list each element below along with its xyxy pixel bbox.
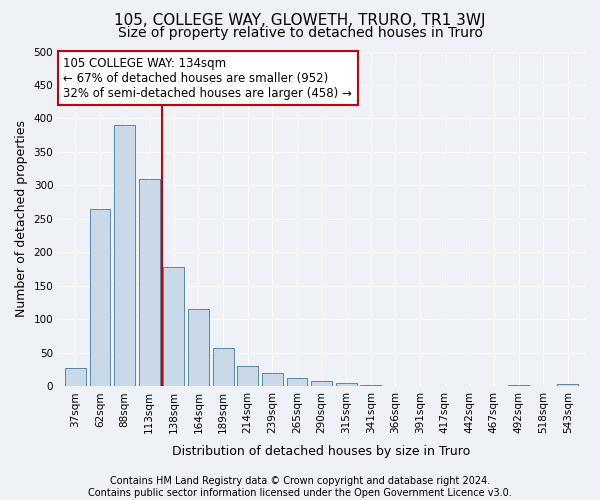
Text: Size of property relative to detached houses in Truro: Size of property relative to detached ho…: [118, 26, 482, 40]
Bar: [237, 366, 258, 386]
Bar: [311, 381, 332, 386]
X-axis label: Distribution of detached houses by size in Truro: Distribution of detached houses by size …: [172, 444, 471, 458]
Bar: [65, 368, 86, 386]
Bar: [188, 310, 209, 386]
Bar: [212, 348, 233, 387]
Bar: [163, 267, 184, 386]
Bar: [361, 385, 381, 386]
Text: 105, COLLEGE WAY, GLOWETH, TRURO, TR1 3WJ: 105, COLLEGE WAY, GLOWETH, TRURO, TR1 3W…: [114, 12, 486, 28]
Bar: [139, 179, 160, 386]
Text: Contains HM Land Registry data © Crown copyright and database right 2024.
Contai: Contains HM Land Registry data © Crown c…: [88, 476, 512, 498]
Bar: [508, 385, 529, 386]
Y-axis label: Number of detached properties: Number of detached properties: [15, 120, 28, 318]
Bar: [287, 378, 307, 386]
Bar: [89, 209, 110, 386]
Text: 105 COLLEGE WAY: 134sqm
← 67% of detached houses are smaller (952)
32% of semi-d: 105 COLLEGE WAY: 134sqm ← 67% of detache…: [64, 56, 352, 100]
Bar: [557, 384, 578, 386]
Bar: [336, 383, 356, 386]
Bar: [114, 125, 135, 386]
Bar: [262, 373, 283, 386]
